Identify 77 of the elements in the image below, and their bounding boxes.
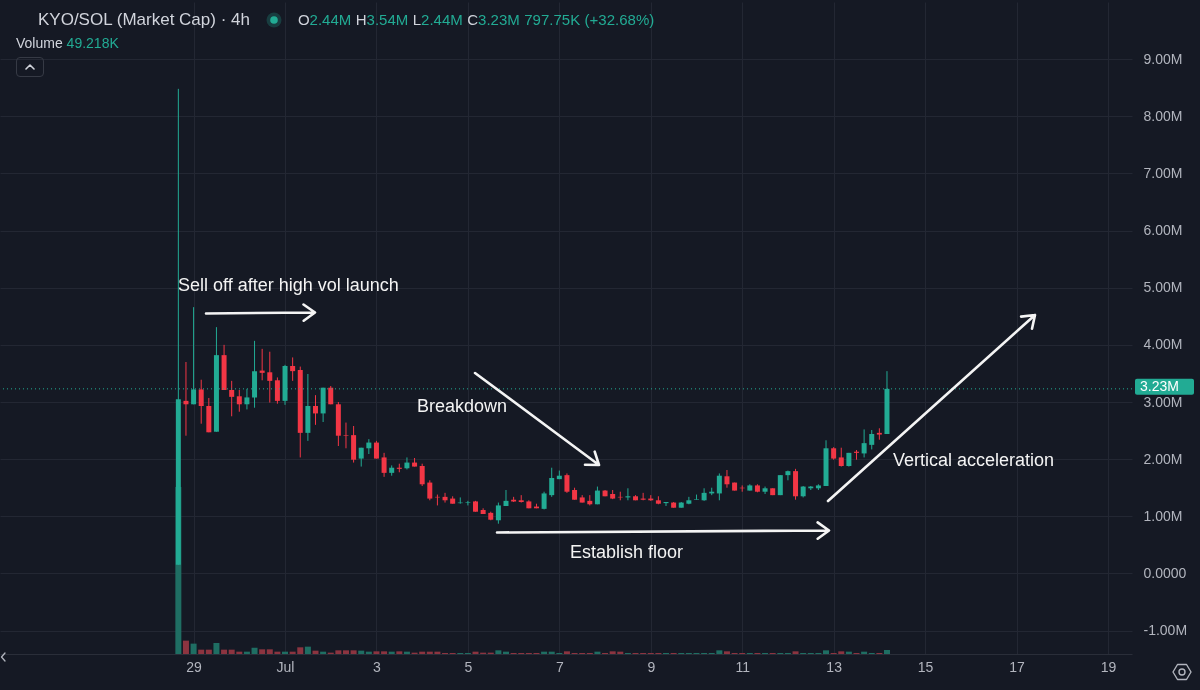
x-tick-label: 19 [1100,658,1117,675]
bar [304,646,311,654]
x-tick-label: 5 [464,658,473,675]
candlestick [274,376,280,405]
candlestick [290,356,296,382]
y-tick-label: 0.0000 [1143,564,1187,581]
y-tick-label: 9.00M [1143,50,1183,67]
bar [373,651,380,654]
annotation: Breakdown [417,396,508,417]
y-tick-label: -1.00M [1143,622,1188,639]
bar [792,651,799,654]
candlestick [716,472,722,501]
candlestick [236,389,242,413]
x-tick-label: 7 [555,658,564,675]
candlestick [701,487,707,502]
candlestick [876,427,882,441]
bar [182,640,189,654]
bar [213,642,220,654]
candlestick [343,422,349,449]
candlestick [229,380,235,417]
y-tick-label: 8.00M [1143,107,1183,124]
bar [563,651,570,654]
annotation: Establish floor [570,542,684,563]
bar [198,649,205,654]
bar [205,649,212,654]
candlestick [724,469,730,489]
candlestick [198,379,204,425]
bar [259,649,266,654]
x-tick-label: 17 [1009,658,1026,675]
candlestick [427,479,433,501]
bar [381,651,388,654]
bar [883,649,890,654]
bar [823,650,830,654]
candlestick [419,463,425,487]
x-tick-label: 29 [186,658,203,675]
candlestick [465,500,471,506]
candlestick [313,394,318,426]
bar [723,651,730,654]
text: O2.44M H3.54M L2.44M C3.23M 797.75K (+32.68%) [297,11,655,28]
x-tick-label: Jul [276,658,295,675]
x-tick-label: 15 [917,658,934,675]
x-tick-label: 13 [826,658,843,675]
y-tick-label: 1.00M [1143,507,1183,524]
bar [221,649,228,654]
candlestick [861,428,867,458]
y-tick-label: 2.00M [1143,450,1183,467]
bar [358,650,365,654]
y-tick-label: 5.00M [1143,279,1183,296]
candlestick [549,467,555,498]
bar [495,650,502,654]
text: KYO/SOL (Market Cap) · 4h [38,10,250,30]
candlestick [495,502,501,525]
x-tick-label: 9 [647,658,656,675]
annotation: Vertical acceleration [893,450,1055,471]
bar [396,651,403,654]
y-tick-label: 6.00M [1143,222,1183,239]
bar [350,650,357,654]
candlestick [381,452,387,478]
candlestick [503,489,509,507]
y-tick-label: 7.00M [1143,164,1183,181]
candlestick [267,351,273,404]
annotation: Volume 49.218K [16,35,119,51]
candlestick [785,470,791,481]
candlestick [259,348,265,381]
candlestick [869,429,875,450]
candlestick [564,472,570,494]
ref-line-label: 3.23M [1140,377,1179,394]
bar [190,643,197,654]
x-tick-label: 3 [373,658,382,675]
bar [251,647,258,654]
y-tick-label: 4.00M [1143,336,1183,353]
annotation: Sell off after high vol launch [178,275,399,296]
candlestick [838,447,844,468]
x-tick-label: 11 [735,658,751,675]
bar [312,650,319,654]
bar [342,650,349,654]
y-tick-label: 3.00M [1143,393,1183,410]
